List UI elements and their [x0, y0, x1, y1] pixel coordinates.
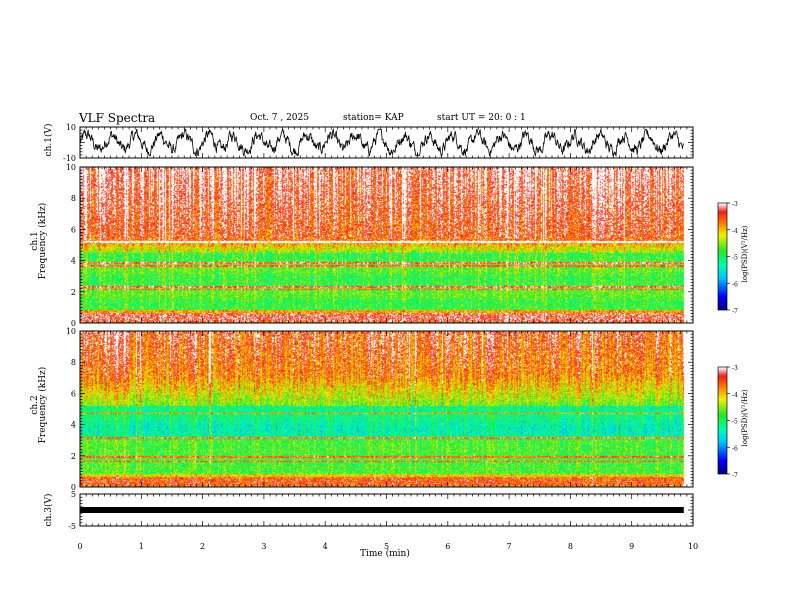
ch2-spectrogram-frame [79, 330, 694, 488]
colorbar-tick-label: -7 [732, 308, 738, 315]
colorbar-tick-label: -5 [732, 255, 738, 262]
ch1-spectrogram-ytick-label: 4 [71, 257, 76, 266]
ch2-spectrogram-ytick-label: 4 [71, 421, 76, 430]
ch1-waveform-ytick-label: -10 [63, 154, 76, 163]
ch2-spectrogram-ytick-label: 8 [71, 358, 76, 367]
colorbar-tick-label: -4 [732, 228, 738, 235]
ch2-spectrogram-ytick-label: 2 [71, 452, 76, 461]
x-tick-label: 2 [200, 542, 205, 551]
colorbar-tick-label: -5 [732, 419, 738, 426]
figure-title: VLF Spectra [79, 111, 156, 125]
ch1-colorbar-image [718, 203, 727, 310]
ch1-spectrogram-ytick-label: 10 [66, 163, 76, 172]
ch1-spectrogram-frame [79, 166, 694, 324]
x-tick-label: 3 [261, 542, 266, 551]
x-tick-label: 10 [688, 542, 698, 551]
colorbar-tick-label: -6 [732, 445, 738, 452]
ch1-ylabel: ch.1(V) [44, 123, 54, 157]
ch1-spectrogram-ytick-label: 2 [71, 288, 76, 297]
ch3-waveform-ytick-label: -5 [68, 522, 76, 531]
ch2-colorbar-label: log(PSD)(V²/Hz) [741, 389, 749, 447]
ch1-spec-ylabel-2: Frequency (kHz) [38, 202, 48, 280]
ch2-spectrogram-ytick-label: 0 [71, 483, 76, 492]
colorbar-tick-label: -3 [732, 201, 738, 208]
x-tick-label: 1 [139, 542, 144, 551]
start-time-label: start UT = 20: 0 : 1 [437, 113, 526, 123]
ch1-spectrogram-ytick-label: 0 [71, 319, 76, 328]
ch3-waveform-ytick-label: 5 [71, 490, 76, 499]
x-tick-label: 8 [568, 542, 573, 551]
colorbar-tick-label: -7 [732, 472, 738, 479]
ch3-ylabel: ch.3(V) [44, 493, 54, 527]
ch2-colorbar-image [718, 367, 727, 474]
x-tick-label: 5 [384, 542, 389, 551]
x-tick-label: 9 [629, 542, 634, 551]
ch1-spectrogram-image [80, 167, 693, 323]
date-label: Oct. 7 , 2025 [250, 113, 309, 123]
station-label: station= KAP [343, 113, 404, 123]
x-tick-label: 7 [507, 542, 512, 551]
ch1-waveform-trace [79, 127, 685, 158]
colorbar-frame [717, 366, 728, 475]
colorbar-tick-label: -3 [732, 365, 738, 372]
ch1-spectrogram-ytick-label: 8 [71, 194, 76, 203]
colorbar-tick-label: -6 [732, 281, 738, 288]
ch2-spectrogram-ytick-label: 10 [66, 327, 76, 336]
ch2-spectrogram-ytick-label: 6 [71, 389, 76, 398]
x-tick-label: 6 [445, 542, 450, 551]
x-tick-label: 4 [323, 542, 328, 551]
ch1-spectrogram-ytick-label: 6 [71, 225, 76, 234]
ch1-colorbar-label: log(PSD)(V²/Hz) [741, 225, 749, 283]
colorbar-frame [717, 202, 728, 311]
ch2-spectrogram-image [80, 331, 693, 487]
ch1-waveform-ytick-label: 10 [66, 123, 76, 132]
x-axis-label: Time (min) [360, 549, 410, 559]
ch2-spec-ylabel-2: Frequency (kHz) [38, 366, 48, 444]
x-tick-label: 0 [77, 542, 82, 551]
ch3-waveform-trace [80, 507, 684, 513]
colorbar-tick-label: -4 [732, 392, 738, 399]
